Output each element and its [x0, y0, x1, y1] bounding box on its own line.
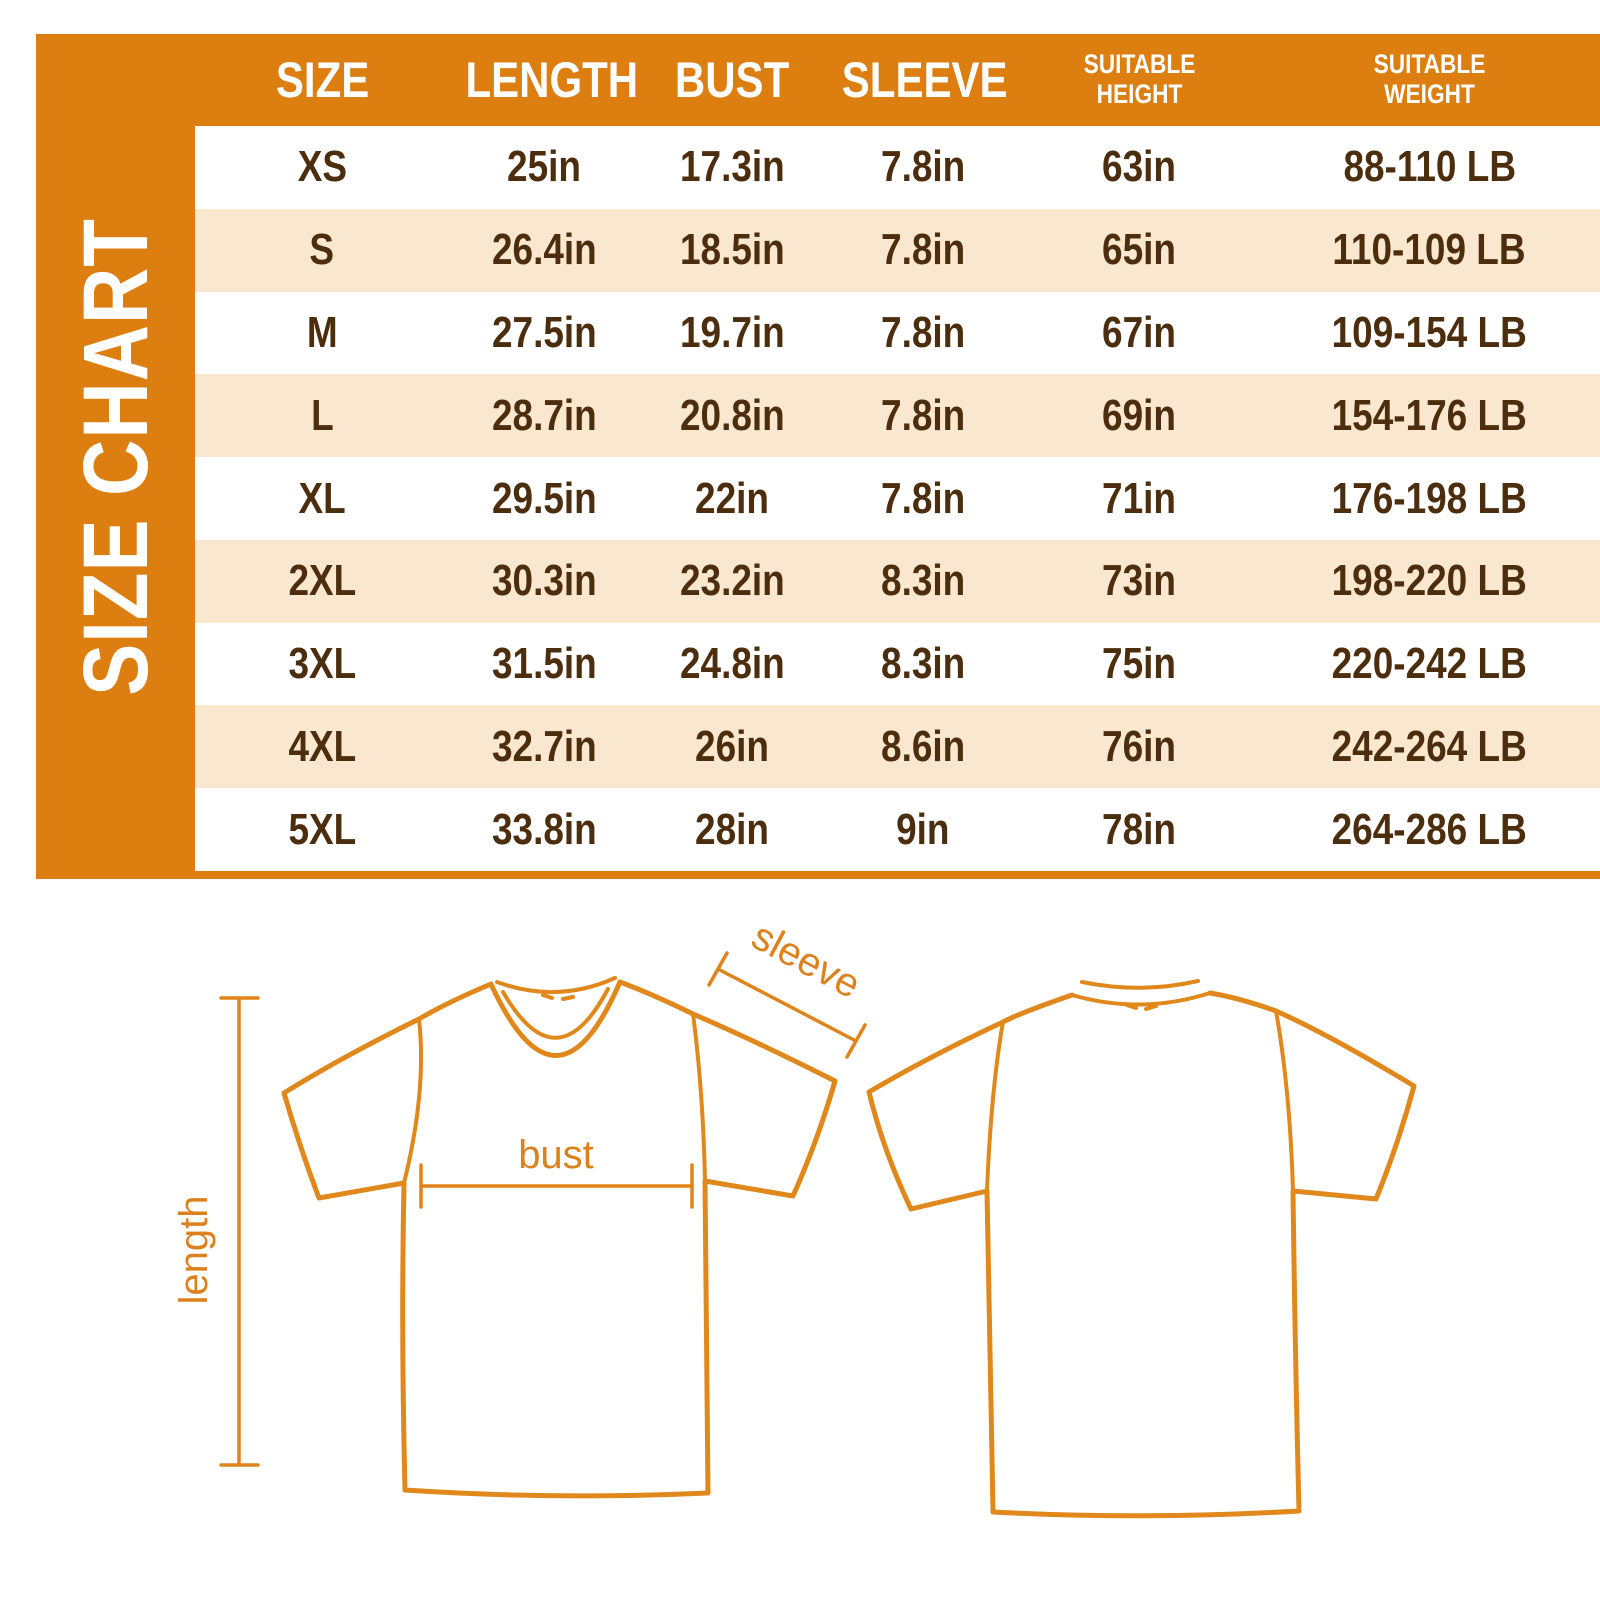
cell-weight: 198-220 LB: [1331, 556, 1527, 606]
cell-sleeve: 7.8in: [880, 307, 965, 357]
cell-length: 29.5in: [491, 473, 597, 523]
cell-size: L: [310, 390, 334, 440]
front-collar-inner: [501, 987, 610, 1040]
size-chart-title: SIZE CHART: [64, 217, 167, 696]
cell-length: 27.5in: [491, 307, 597, 357]
cell-length: 32.7in: [491, 721, 597, 771]
sleeve-tick-end: [845, 1023, 867, 1059]
size-row-xl: XL 29.5in 22in 7.8in 71in 176-198 LB: [195, 457, 1600, 540]
size-row-xs: XS 25in 17.3in 7.8in 63in 88-110 LB: [195, 126, 1600, 209]
cell-sleeve: 7.8in: [880, 390, 965, 440]
column-header-length: LENGTH: [465, 52, 639, 108]
cell-height: 65in: [1102, 225, 1177, 275]
cell-size: 2XL: [288, 556, 357, 606]
cell-sleeve: 9in: [896, 804, 950, 854]
cell-height: 69in: [1102, 390, 1177, 440]
cell-sleeve: 7.8in: [880, 142, 965, 192]
size-row-2xl: 2XL 30.3in 23.2in 8.3in 73in 198-220 LB: [195, 539, 1600, 623]
cell-height: 67in: [1102, 307, 1177, 357]
bust-measure: bust: [419, 1133, 694, 1209]
column-header-bust: BUST: [675, 52, 790, 108]
cell-bust: 17.3in: [679, 142, 785, 192]
shirt-measurement-diagram: length bust sleeve: [172, 914, 1417, 1519]
cell-sleeve: 8.3in: [880, 639, 965, 689]
cell-sleeve: 8.6in: [880, 721, 965, 771]
cell-weight: 154-176 LB: [1331, 390, 1527, 440]
front-collar-stitches: [541, 993, 575, 1001]
cell-bust: 19.7in: [679, 307, 785, 357]
cell-size: S: [309, 225, 335, 275]
front-shirt-outline: [281, 976, 838, 1499]
cell-bust: 20.8in: [679, 390, 785, 440]
back-left-sleeve-seam: [985, 1020, 1005, 1193]
cell-length: 26.4in: [491, 225, 597, 275]
column-header-suitable-height: SUITABLE HEIGHT: [1083, 49, 1195, 109]
size-row-4xl: 4XL 32.7in 26in 8.6in 76in 242-264 LB: [195, 705, 1600, 789]
size-row-3xl: 3XL 31.5in 24.8in 8.3in 75in 220-242 LB: [195, 622, 1600, 706]
cell-sleeve: 7.8in: [880, 473, 965, 523]
cell-length: 33.8in: [491, 804, 597, 854]
size-chart-panel: SIZE CHART SIZE LENGTH BUST SLEEVE SUITA…: [36, 34, 1600, 879]
size-row-5xl: 5XL 33.8in 28in 9in 78in 264-286 LB: [195, 788, 1600, 872]
cell-bust: 26in: [695, 721, 770, 771]
back-collar-bottom: [1070, 991, 1212, 1007]
cell-height: 78in: [1102, 804, 1177, 854]
table-header-row: SIZE LENGTH BUST SLEEVE SUITABLE HEIGHT …: [195, 34, 1600, 126]
cell-length: 31.5in: [491, 639, 597, 689]
front-collar-back-top: [495, 976, 617, 994]
cell-weight: 109-154 LB: [1331, 307, 1527, 357]
bust-label: bust: [518, 1133, 594, 1177]
cell-bust: 18.5in: [679, 225, 785, 275]
cell-size: 4XL: [288, 721, 357, 771]
sleeve-measure-line: [716, 967, 858, 1043]
cell-size: 3XL: [288, 639, 357, 689]
back-collar-top: [1080, 979, 1200, 990]
column-header-size: SIZE: [275, 52, 369, 108]
cell-weight: 176-198 LB: [1331, 473, 1527, 523]
sleeve-measure: sleeve: [707, 914, 867, 1059]
size-row-l: L 28.7in 20.8in 7.8in 69in 154-176 LB: [195, 374, 1600, 458]
cell-height: 73in: [1102, 556, 1177, 606]
cell-height: 63in: [1102, 142, 1177, 192]
cell-height: 75in: [1102, 639, 1177, 689]
cell-size: M: [306, 307, 338, 357]
size-row-m: M 27.5in 19.7in 7.8in 67in 109-154 LB: [195, 291, 1600, 375]
cell-weight: 242-264 LB: [1331, 721, 1527, 771]
length-label: length: [172, 1196, 216, 1305]
front-collar-outer: [488, 979, 623, 1058]
front-right-sleeve-seam: [691, 1012, 707, 1183]
cell-weight: 110-109 LB: [1332, 225, 1526, 275]
sleeve-tick-start: [707, 951, 729, 987]
cell-bust: 23.2in: [679, 556, 785, 606]
column-header-suitable-weight: SUITABLE WEIGHT: [1373, 49, 1486, 109]
size-table-body: XS 25in 17.3in 7.8in 63in 88-110 LB S 26…: [195, 126, 1600, 872]
cell-weight: 220-242 LB: [1331, 639, 1527, 689]
cell-weight: 88-110 LB: [1342, 142, 1516, 192]
cell-size: XS: [297, 142, 347, 192]
cell-length: 30.3in: [491, 556, 597, 606]
cell-sleeve: 7.8in: [880, 225, 965, 275]
cell-sleeve: 8.3in: [880, 556, 965, 606]
cell-length: 25in: [507, 142, 582, 192]
cell-size: XL: [298, 473, 346, 523]
cell-height: 71in: [1102, 473, 1177, 523]
cell-bust: 22in: [695, 473, 770, 523]
front-left-sleeve-seam: [402, 1017, 424, 1185]
back-shirt-outline: [866, 979, 1417, 1519]
size-chart-title-band: SIZE CHART: [36, 34, 195, 879]
length-measure: length: [172, 996, 260, 1467]
back-collar-stitches: [1125, 1003, 1158, 1011]
cell-weight: 264-286 LB: [1331, 804, 1527, 854]
back-right-sleeve-seam: [1274, 1009, 1295, 1193]
cell-bust: 24.8in: [679, 639, 785, 689]
cell-height: 76in: [1102, 721, 1177, 771]
cell-length: 28.7in: [491, 390, 597, 440]
size-row-s: S 26.4in 18.5in 7.8in 65in 110-109 LB: [195, 208, 1600, 292]
column-header-sleeve: SLEEVE: [841, 52, 1008, 108]
cell-bust: 28in: [695, 804, 770, 854]
cell-size: 5XL: [288, 804, 357, 854]
